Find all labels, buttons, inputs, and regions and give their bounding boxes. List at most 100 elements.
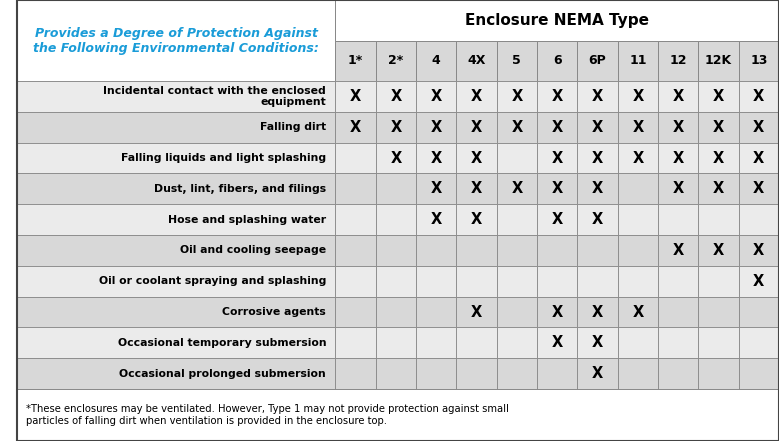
Text: X: X	[471, 89, 482, 104]
Bar	[336, 266, 375, 297]
Bar	[375, 173, 416, 204]
Text: Occasional prolonged submersion: Occasional prolonged submersion	[119, 369, 326, 378]
Text: X: X	[592, 212, 603, 227]
Text: X: X	[592, 89, 603, 104]
Text: 11: 11	[629, 54, 647, 67]
Bar	[416, 204, 456, 235]
Bar	[698, 112, 738, 143]
Bar	[698, 81, 738, 112]
Bar	[375, 297, 416, 327]
Bar	[577, 358, 618, 389]
Bar	[416, 112, 456, 143]
Bar	[416, 41, 456, 81]
Text: X: X	[431, 120, 442, 135]
Text: X: X	[471, 150, 482, 166]
Bar	[375, 204, 416, 235]
Text: 12K: 12K	[705, 54, 732, 67]
Text: X: X	[592, 304, 603, 320]
Bar	[618, 112, 658, 143]
Text: X: X	[753, 120, 764, 135]
Bar	[17, 143, 336, 173]
Text: *These enclosures may be ventilated. However, Type 1 may not provide protection : *These enclosures may be ventilated. How…	[26, 404, 509, 426]
Bar	[336, 81, 375, 112]
Bar	[738, 204, 779, 235]
Bar	[416, 327, 456, 358]
Bar	[497, 81, 537, 112]
Text: X: X	[633, 120, 643, 135]
Text: 6P: 6P	[589, 54, 606, 67]
Text: X: X	[552, 120, 562, 135]
Bar	[577, 112, 618, 143]
Bar	[375, 112, 416, 143]
Bar	[577, 297, 618, 327]
Text: X: X	[753, 243, 764, 258]
Bar	[698, 143, 738, 173]
Bar	[17, 173, 336, 204]
Bar	[618, 204, 658, 235]
Bar	[456, 327, 497, 358]
Text: X: X	[390, 120, 401, 135]
Bar	[416, 81, 456, 112]
Bar	[618, 266, 658, 297]
Text: X: X	[431, 150, 442, 166]
Bar	[618, 358, 658, 389]
Text: X: X	[471, 304, 482, 320]
Bar	[537, 297, 577, 327]
Bar	[658, 81, 698, 112]
Bar	[456, 143, 497, 173]
Bar	[738, 112, 779, 143]
Text: X: X	[390, 150, 401, 166]
Bar	[658, 266, 698, 297]
Bar	[17, 297, 336, 327]
Text: X: X	[713, 120, 724, 135]
Text: 12: 12	[669, 54, 687, 67]
Bar	[618, 235, 658, 266]
Bar	[738, 327, 779, 358]
Text: X: X	[753, 89, 764, 104]
Text: 4: 4	[432, 54, 441, 67]
Bar	[618, 41, 658, 81]
Bar	[416, 173, 456, 204]
Bar	[497, 41, 537, 81]
Bar	[537, 41, 577, 81]
Text: Occasional temporary submersion: Occasional temporary submersion	[118, 338, 326, 348]
Bar	[698, 235, 738, 266]
Text: Oil and cooling seepage: Oil and cooling seepage	[180, 246, 326, 255]
Bar	[456, 297, 497, 327]
Bar	[698, 327, 738, 358]
Bar	[658, 297, 698, 327]
Bar	[17, 235, 336, 266]
Bar	[336, 112, 375, 143]
Bar	[336, 173, 375, 204]
Bar	[698, 204, 738, 235]
Text: X: X	[390, 89, 401, 104]
Bar	[375, 41, 416, 81]
Bar	[375, 358, 416, 389]
Bar	[497, 173, 537, 204]
Bar	[497, 358, 537, 389]
Bar	[658, 143, 698, 173]
Bar	[456, 266, 497, 297]
Bar	[416, 266, 456, 297]
Text: X: X	[713, 150, 724, 166]
Bar	[738, 266, 779, 297]
Bar	[537, 358, 577, 389]
Text: X: X	[592, 335, 603, 350]
Text: 5: 5	[513, 54, 521, 67]
Bar	[658, 41, 698, 81]
Bar	[17, 112, 336, 143]
Text: 13: 13	[750, 54, 767, 67]
Bar	[658, 358, 698, 389]
Bar	[497, 327, 537, 358]
Bar	[17, 358, 336, 389]
Bar	[17, 327, 336, 358]
Bar	[336, 41, 375, 81]
Bar	[17, 266, 336, 297]
Bar	[658, 327, 698, 358]
Text: Incidental contact with the enclosed
equipment: Incidental contact with the enclosed equ…	[104, 86, 326, 107]
Text: X: X	[552, 150, 562, 166]
Bar	[537, 266, 577, 297]
Text: 4X: 4X	[467, 54, 486, 67]
Bar	[698, 297, 738, 327]
Bar	[416, 358, 456, 389]
